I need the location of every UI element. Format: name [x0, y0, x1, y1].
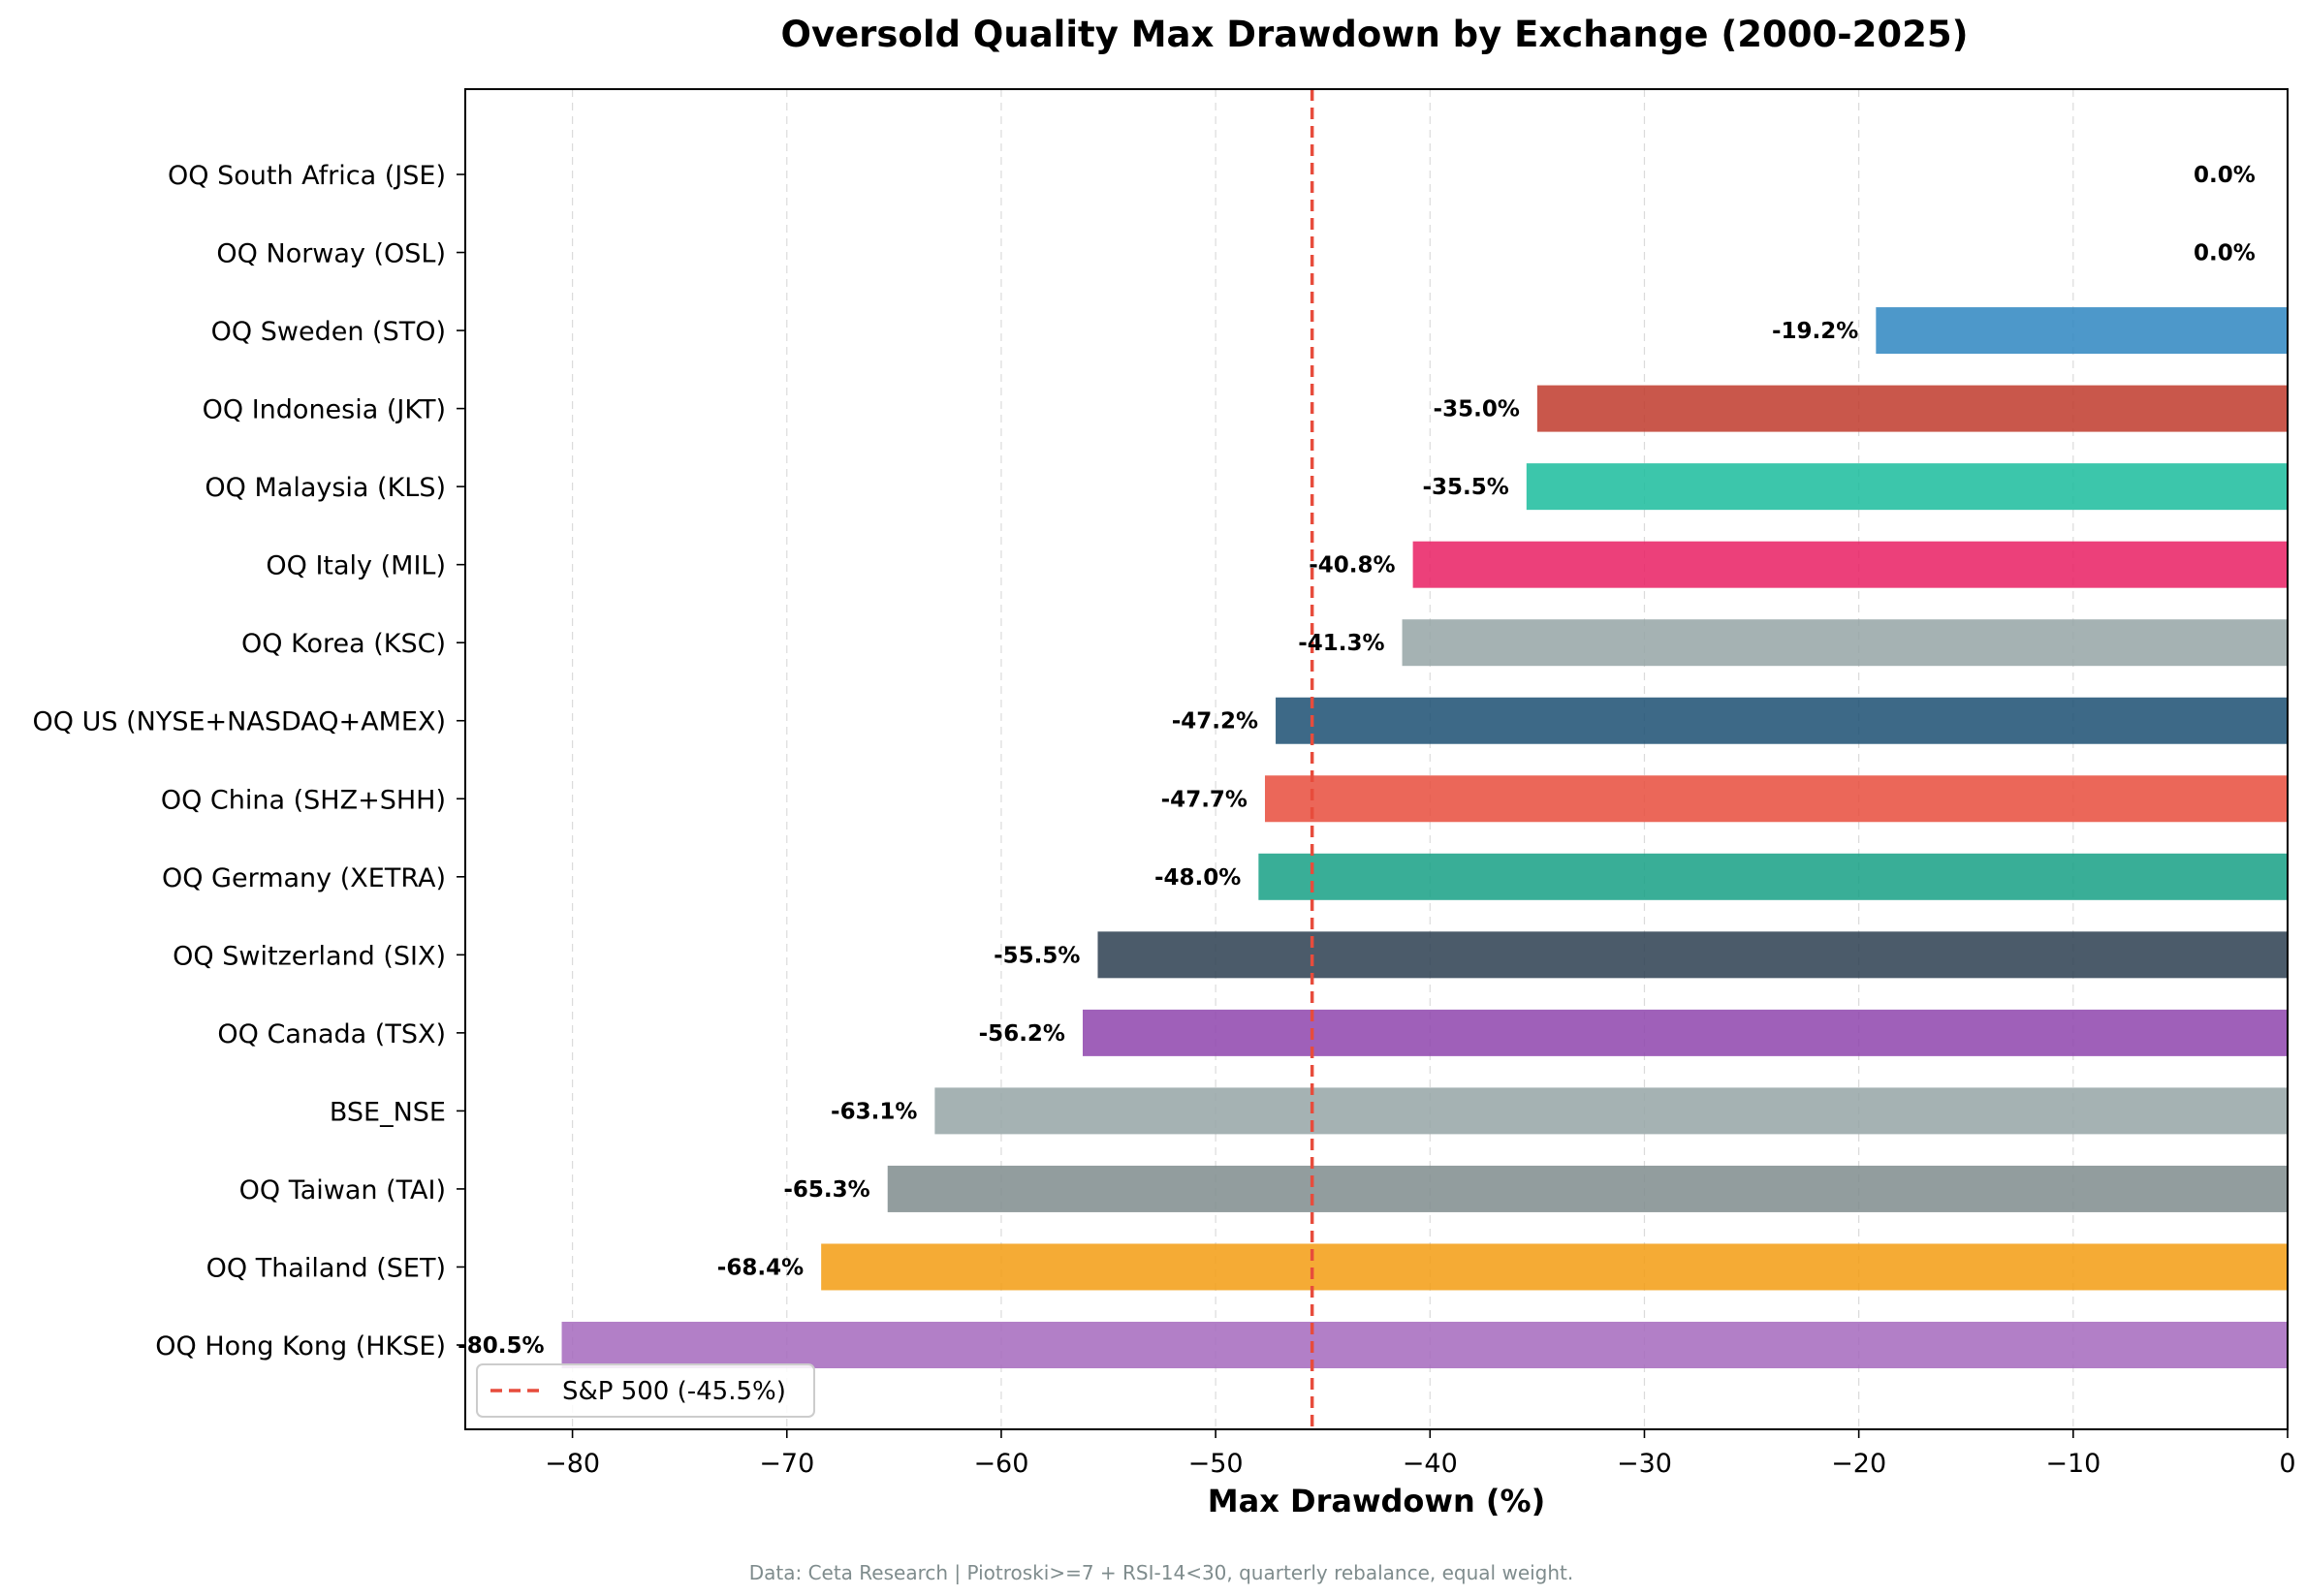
data-label: -35.0%: [1434, 397, 1520, 422]
y-tick-label: OQ Malaysia (KLS): [205, 473, 446, 503]
bar: [1276, 697, 2288, 744]
data-label: -40.8%: [1309, 553, 1395, 579]
bar: [821, 1243, 2288, 1291]
y-tick-label: OQ Italy (MIL): [266, 551, 446, 581]
y-tick-label: OQ China (SHZ+SHH): [161, 785, 446, 815]
data-label: -35.5%: [1422, 475, 1508, 500]
y-tick-label: OQ Indonesia (JKT): [203, 395, 446, 425]
bar: [1264, 775, 2288, 823]
y-tick-label: OQ Thailand (SET): [206, 1253, 446, 1283]
y-tick-label: OQ Switzerland (SIX): [173, 941, 446, 971]
data-label: -80.5%: [458, 1333, 544, 1359]
bar: [1082, 1009, 2288, 1056]
x-tick-label: −10: [2045, 1449, 2101, 1479]
x-tick-label: −20: [1831, 1449, 1886, 1479]
bar: [887, 1165, 2288, 1212]
bar: [1876, 307, 2288, 355]
chart-title: Oversold Quality Max Drawdown by Exchang…: [781, 14, 1969, 55]
data-label: -41.3%: [1298, 631, 1384, 656]
y-tick-label: OQ Hong Kong (HKSE): [155, 1331, 446, 1361]
data-label: 0.0%: [2194, 241, 2256, 266]
footnote: Data: Ceta Research | Piotroski>=7 + RSI…: [749, 1561, 1574, 1584]
data-label: -47.7%: [1161, 787, 1248, 812]
x-tick-label: −70: [759, 1449, 814, 1479]
bar: [1526, 463, 2288, 511]
x-tick-label: 0: [2279, 1449, 2295, 1479]
plot-frame: [464, 88, 2289, 1430]
bars: [561, 307, 2288, 1368]
y-tick-label: OQ Canada (TSX): [217, 1019, 446, 1049]
x-tick-label: −40: [1403, 1449, 1458, 1479]
bar: [1097, 931, 2288, 979]
legend: S&P 500 (-45.5%): [476, 1363, 815, 1418]
x-tick-label: −60: [973, 1449, 1028, 1479]
x-axis-ticks: −80 −70 −60 −50 −40 −30 −20 −10 0: [545, 1429, 2296, 1479]
y-tick-label: BSE_NSE: [330, 1097, 446, 1127]
data-label: -63.1%: [831, 1099, 917, 1124]
data-label: -68.4%: [717, 1255, 804, 1280]
bar: [1412, 541, 2288, 588]
y-axis-ticks: OQ South Africa (JSE) OQ Norway (OSL) OQ S…: [33, 161, 465, 1361]
bar: [561, 1322, 2288, 1368]
x-tick-label: −30: [1617, 1449, 1672, 1479]
data-label: 0.0%: [2194, 163, 2256, 188]
data-label: -65.3%: [783, 1177, 869, 1203]
x-tick-label: −50: [1188, 1449, 1244, 1479]
y-tick-label: OQ US (NYSE+NASDAQ+AMEX): [33, 707, 446, 737]
y-tick-label: OQ South Africa (JSE): [168, 161, 446, 191]
data-label: -55.5%: [994, 943, 1080, 968]
legend-box: [476, 1363, 815, 1418]
data-label: -47.2%: [1172, 709, 1258, 735]
bar: [1402, 619, 2288, 667]
legend-label: S&P 500 (-45.5%): [562, 1377, 786, 1406]
x-tick-label: −80: [545, 1449, 600, 1479]
bar: [1258, 853, 2288, 900]
data-label: -56.2%: [979, 1021, 1065, 1047]
y-tick-label: OQ Sweden (STO): [211, 317, 446, 347]
data-label: -19.2%: [1772, 319, 1858, 344]
y-tick-label: OQ Taiwan (TAI): [239, 1175, 446, 1205]
data-label: -48.0%: [1154, 865, 1241, 891]
x-axis-label: Max Drawdown (%): [1208, 1483, 1545, 1519]
y-tick-label: OQ Germany (XETRA): [162, 863, 446, 893]
y-tick-label: OQ Korea (KSC): [241, 629, 446, 659]
y-tick-label: OQ Norway (OSL): [216, 239, 446, 269]
bar: [934, 1087, 2288, 1135]
data-labels: 0.0% 0.0% -19.2% -35.0% -35.5% -40.8% -41.3% -4…: [458, 163, 2256, 1359]
bar: [1536, 385, 2288, 432]
grid-lines: [571, 89, 2289, 1429]
